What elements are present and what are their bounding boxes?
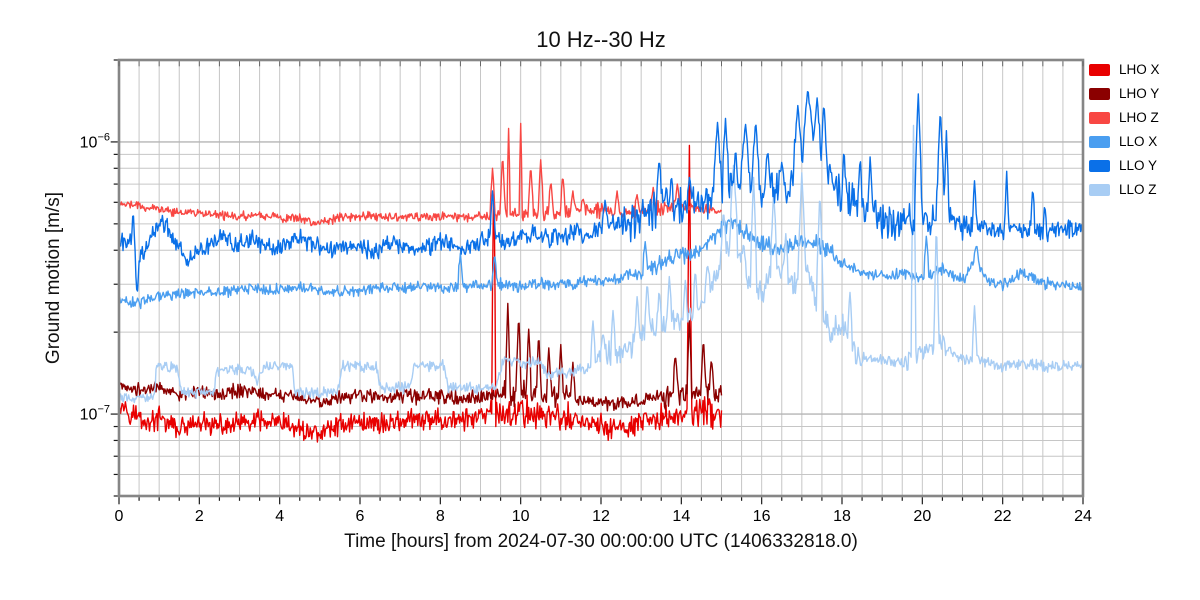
x-tick-label: 6 bbox=[356, 508, 365, 525]
x-tick-label: 20 bbox=[913, 508, 931, 525]
series-group bbox=[119, 91, 1083, 443]
x-tick-label: 22 bbox=[994, 508, 1012, 525]
x-axis-label: Time [hours] from 2024-07-30 00:00:00 UT… bbox=[344, 531, 858, 552]
series-line-llo-z bbox=[119, 124, 1083, 404]
axes-spines bbox=[117, 58, 1085, 498]
x-tick-label: 12 bbox=[592, 508, 610, 525]
x-tick-label: 16 bbox=[753, 508, 771, 525]
legend-swatch-lho-x bbox=[1089, 63, 1110, 76]
y-tick-label: 10−6 bbox=[80, 131, 110, 151]
legend-entry-llo-z: LLO Z bbox=[1089, 183, 1160, 196]
legend: LHO X LHO Y LHO Z LLO X LLO Y LLO Z bbox=[1089, 63, 1160, 196]
legend-label-lho-z: LHO Z bbox=[1119, 110, 1159, 125]
x-tick-label: 4 bbox=[275, 508, 284, 525]
x-tick-label: 0 bbox=[115, 508, 124, 525]
legend-swatch-llo-y bbox=[1089, 159, 1110, 172]
series-line-lho-x bbox=[119, 144, 723, 443]
chart-title: 10 Hz--30 Hz bbox=[536, 27, 666, 52]
legend-label-llo-z: LLO Z bbox=[1119, 182, 1157, 197]
legend-swatch-lho-y bbox=[1089, 87, 1110, 100]
x-tick-label: 10 bbox=[512, 508, 530, 525]
legend-label-lho-x: LHO X bbox=[1119, 62, 1160, 77]
x-tick-label: 2 bbox=[195, 508, 204, 525]
x-tick-label: 24 bbox=[1074, 508, 1092, 525]
legend-label-lho-y: LHO Y bbox=[1119, 86, 1160, 101]
legend-swatch-llo-z bbox=[1089, 183, 1110, 196]
y-axis-label: Ground motion [m/s] bbox=[43, 191, 64, 365]
legend-entry-llo-x: LLO X bbox=[1089, 135, 1160, 148]
x-tick-label: 8 bbox=[436, 508, 445, 525]
series-line-lho-z bbox=[119, 122, 723, 227]
series-line-lho-y bbox=[119, 302, 723, 412]
legend-entry-llo-y: LLO Y bbox=[1089, 159, 1160, 172]
series-line-llo-x bbox=[119, 217, 1083, 310]
legend-label-llo-y: LLO Y bbox=[1119, 158, 1158, 173]
series-line-llo-y bbox=[119, 91, 1083, 292]
x-tick-label: 18 bbox=[833, 508, 851, 525]
legend-swatch-lho-z bbox=[1089, 111, 1110, 124]
axis-ticks bbox=[110, 59, 1084, 505]
x-tick-label: 14 bbox=[672, 508, 690, 525]
legend-entry-lho-x: LHO X bbox=[1089, 63, 1160, 76]
y-tick-label: 10−7 bbox=[80, 404, 110, 424]
legend-swatch-llo-x bbox=[1089, 135, 1110, 148]
legend-label-llo-x: LLO X bbox=[1119, 134, 1158, 149]
legend-entry-lho-z: LHO Z bbox=[1089, 111, 1160, 124]
legend-entry-lho-y: LHO Y bbox=[1089, 87, 1160, 100]
